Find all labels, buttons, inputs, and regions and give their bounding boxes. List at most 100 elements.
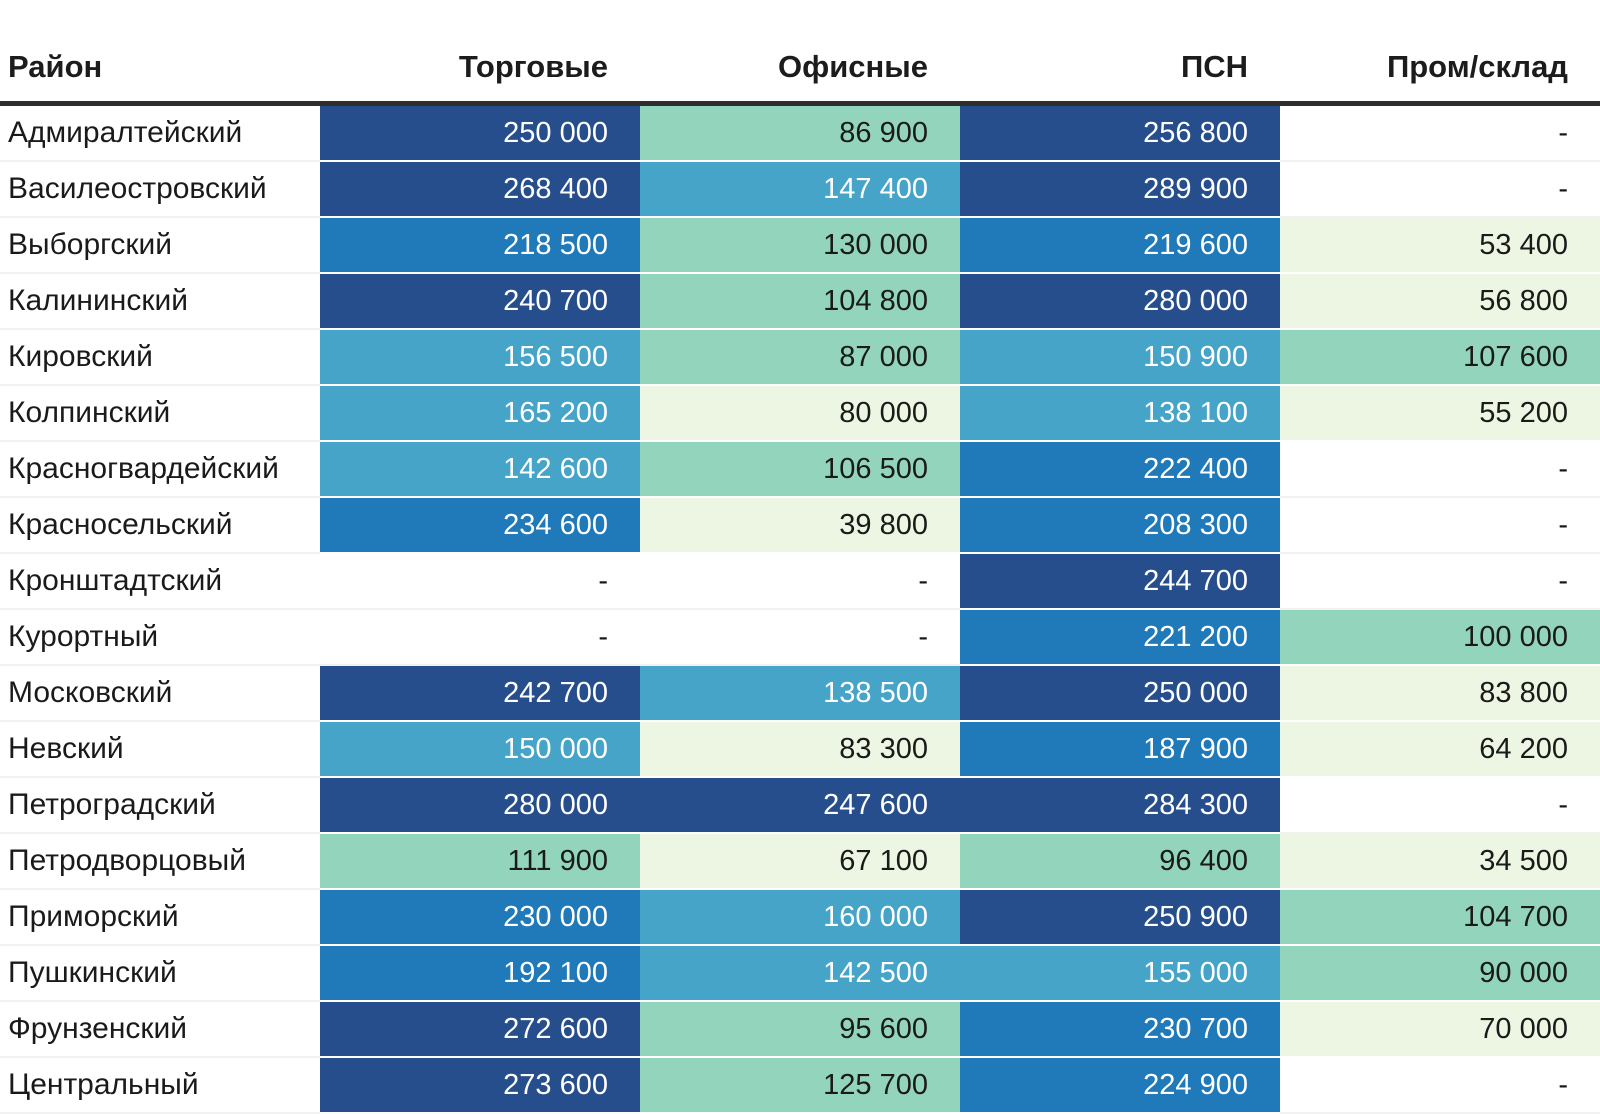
value-cell: 247 600 — [640, 778, 960, 834]
table-body: Адмиралтейский 250 000 86 900 256 800- Васил… — [0, 106, 1600, 1114]
value-cell: 96 400 — [960, 834, 1280, 890]
value-cell: 268 400 — [320, 162, 640, 218]
value-cell: 111 900 — [320, 834, 640, 890]
table-row: Колпинский 165 200 80 000 138 100 55 200 — [0, 386, 1600, 442]
district-cell: Центральный — [0, 1058, 320, 1114]
district-cell: Приморский — [0, 890, 320, 946]
district-cell: Адмиралтейский — [0, 106, 320, 162]
table-row: Фрунзенский 272 600 95 600 230 700 70 000 — [0, 1002, 1600, 1058]
district-cell: Пушкинский — [0, 946, 320, 1002]
district-cell: Калининский — [0, 274, 320, 330]
table-row: Адмиралтейский 250 000 86 900 256 800- — [0, 106, 1600, 162]
value-cell: 64 200 — [1280, 722, 1600, 778]
table-row: Красногвардейский 142 600 106 500 222 400- — [0, 442, 1600, 498]
district-cell: Петроградский — [0, 778, 320, 834]
district-cell: Петродворцовый — [0, 834, 320, 890]
district-cell: Московский — [0, 666, 320, 722]
value-cell: 100 000 — [1280, 610, 1600, 666]
value-cell: 53 400 — [1280, 218, 1600, 274]
value-cell: - — [320, 554, 640, 610]
value-cell: 284 300 — [960, 778, 1280, 834]
value-cell: 87 000 — [640, 330, 960, 386]
value-cell: 187 900 — [960, 722, 1280, 778]
table-row: Калининский 240 700 104 800 280 000 56 800 — [0, 274, 1600, 330]
district-cell: Курортный — [0, 610, 320, 666]
value-cell: 165 200 — [320, 386, 640, 442]
district-cell: Василеостровский — [0, 162, 320, 218]
district-cell: Красносельский — [0, 498, 320, 554]
value-cell: - — [1280, 554, 1600, 610]
value-cell: 256 800 — [960, 106, 1280, 162]
value-cell: - — [1280, 162, 1600, 218]
value-cell: 230 000 — [320, 890, 640, 946]
value-cell: 150 000 — [320, 722, 640, 778]
table-row: Петродворцовый 111 900 67 100 96 400 34 500 — [0, 834, 1600, 890]
table-row: Красносельский 234 600 39 800 208 300- — [0, 498, 1600, 554]
value-cell: 250 000 — [320, 106, 640, 162]
value-cell: 273 600 — [320, 1058, 640, 1114]
value-cell: 250 000 — [960, 666, 1280, 722]
value-cell: 222 400 — [960, 442, 1280, 498]
value-cell: 250 900 — [960, 890, 1280, 946]
value-cell: 240 700 — [320, 274, 640, 330]
table-header: Район Торговые Офисные ПСН Пром/склад — [0, 0, 1600, 106]
value-cell: 155 000 — [960, 946, 1280, 1002]
value-cell: 150 900 — [960, 330, 1280, 386]
value-cell: 160 000 — [640, 890, 960, 946]
value-cell: 280 000 — [960, 274, 1280, 330]
column-header-psn: ПСН — [960, 0, 1280, 106]
table-row: Кировский 156 500 87 000 150 900 107 600 — [0, 330, 1600, 386]
value-cell: 55 200 — [1280, 386, 1600, 442]
value-cell: 83 800 — [1280, 666, 1600, 722]
value-cell: 90 000 — [1280, 946, 1600, 1002]
table-row: Невский 150 000 83 300 187 900 64 200 — [0, 722, 1600, 778]
value-cell: - — [1280, 442, 1600, 498]
value-cell: 147 400 — [640, 162, 960, 218]
value-cell: 234 600 — [320, 498, 640, 554]
value-cell: 142 500 — [640, 946, 960, 1002]
value-cell: 242 700 — [320, 666, 640, 722]
table-row: Кронштадтский - -244 700- — [0, 554, 1600, 610]
value-cell: 34 500 — [1280, 834, 1600, 890]
value-cell: - — [640, 610, 960, 666]
table-row: Василеостровский 268 400 147 400 289 900- — [0, 162, 1600, 218]
district-cell: Кронштадтский — [0, 554, 320, 610]
value-cell: 218 500 — [320, 218, 640, 274]
table-row: Курортный - -221 200 100 000 — [0, 610, 1600, 666]
value-cell: 107 600 — [1280, 330, 1600, 386]
value-cell: 224 900 — [960, 1058, 1280, 1114]
value-cell: 106 500 — [640, 442, 960, 498]
district-cell: Колпинский — [0, 386, 320, 442]
value-cell: - — [640, 554, 960, 610]
value-cell: 130 000 — [640, 218, 960, 274]
value-cell: 104 800 — [640, 274, 960, 330]
column-header-office: Офисные — [640, 0, 960, 106]
value-cell: 230 700 — [960, 1002, 1280, 1058]
value-cell: 83 300 — [640, 722, 960, 778]
column-header-district: Район — [0, 0, 320, 106]
value-cell: 244 700 — [960, 554, 1280, 610]
value-cell: 104 700 — [1280, 890, 1600, 946]
value-cell: 125 700 — [640, 1058, 960, 1114]
district-cell: Кировский — [0, 330, 320, 386]
value-cell: 289 900 — [960, 162, 1280, 218]
value-cell: - — [1280, 106, 1600, 162]
table-row: Петроградский 280 000 247 600 284 300- — [0, 778, 1600, 834]
value-cell: - — [1280, 498, 1600, 554]
table-row: Московский 242 700 138 500 250 000 83 800 — [0, 666, 1600, 722]
column-header-retail: Торговые — [320, 0, 640, 106]
district-cell: Красногвардейский — [0, 442, 320, 498]
value-cell: 67 100 — [640, 834, 960, 890]
value-cell: 272 600 — [320, 1002, 640, 1058]
table-row: Центральный 273 600 125 700 224 900- — [0, 1058, 1600, 1114]
value-cell: - — [1280, 778, 1600, 834]
district-cell: Выборгский — [0, 218, 320, 274]
value-cell: 39 800 — [640, 498, 960, 554]
value-cell: 192 100 — [320, 946, 640, 1002]
table-row: Приморский 230 000 160 000 250 900 104 700 — [0, 890, 1600, 946]
value-cell: 208 300 — [960, 498, 1280, 554]
value-cell: 80 000 — [640, 386, 960, 442]
value-cell: 221 200 — [960, 610, 1280, 666]
value-cell: 142 600 — [320, 442, 640, 498]
